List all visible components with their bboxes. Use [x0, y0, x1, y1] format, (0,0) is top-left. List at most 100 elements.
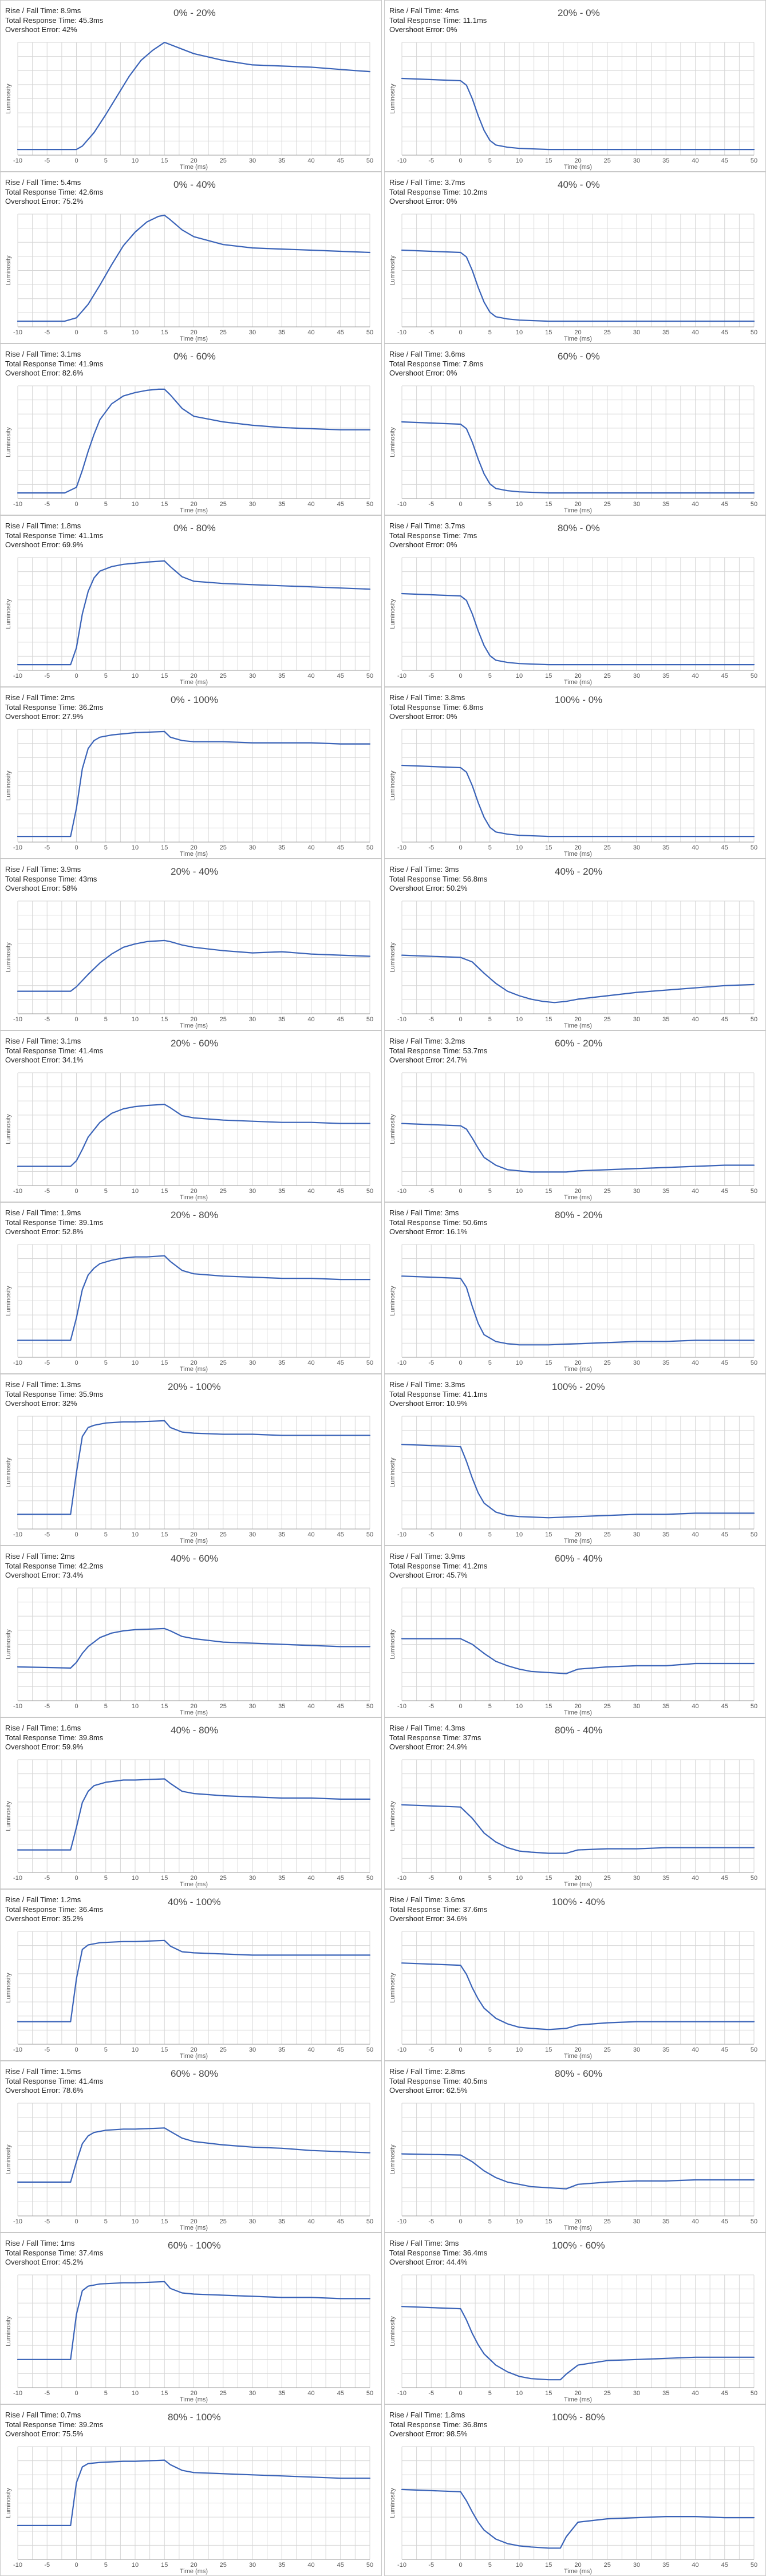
chart-stats: Rise / Fall Time: 1ms Total Response Time…	[5, 2239, 103, 2267]
x-tick-label: 10	[516, 1531, 523, 1538]
response-chart-panel: Rise / Fall Time: 3ms Total Response Time…	[384, 1202, 766, 1374]
x-tick-label: 30	[633, 1188, 640, 1195]
x-tick-label: 45	[337, 1703, 344, 1710]
rise-fall-time-value: 1.8ms	[60, 521, 81, 530]
rise-fall-time: Rise / Fall Time: 3.7ms	[389, 521, 477, 531]
response-chart-panel: Rise / Fall Time: 3.1ms Total Response Ti…	[0, 1030, 382, 1202]
total-response-time: Total Response Time: 35.9ms	[5, 1390, 103, 1400]
x-tick-label: 40	[307, 844, 314, 851]
total-response-time-value: 41.4ms	[78, 1046, 104, 1055]
x-tick-label: 25	[604, 2218, 611, 2225]
total-response-time-label: Total Response Time:	[389, 15, 461, 25]
x-tick-label: 0	[459, 1360, 462, 1366]
x-tick-label: 15	[161, 1360, 168, 1366]
luminosity-series-line	[17, 2127, 371, 2183]
chart-stats: Rise / Fall Time: 1.5ms Total Response Ti…	[5, 2067, 103, 2096]
response-chart-panel: Rise / Fall Time: 3.9ms Total Response Ti…	[384, 1546, 766, 1717]
luminosity-series-line	[401, 1275, 755, 1346]
overshoot-error: Overshoot Error: 59.9%	[5, 1743, 103, 1752]
total-response-time: Total Response Time: 39.1ms	[5, 1218, 103, 1228]
luminosity-series-line	[401, 77, 755, 151]
x-tick-label: -10	[13, 329, 22, 336]
x-tick-label: 45	[721, 1360, 728, 1366]
chart-stats: Rise / Fall Time: 4.3ms Total Response Ti…	[389, 1724, 481, 1752]
chart-stats: Rise / Fall Time: 3.3ms Total Response Ti…	[389, 1380, 487, 1409]
total-response-time-label: Total Response Time:	[5, 2248, 77, 2257]
x-tick-label: 40	[692, 2390, 698, 2397]
rise-fall-time-value: 4ms	[444, 6, 459, 15]
x-tick-label: 20	[190, 329, 197, 336]
x-tick-label: 30	[249, 2046, 256, 2053]
chart-plot: -10 -5 0 5 10 15 20 25 30 35 40 45 50 Time (ms) Lumino…	[5, 2446, 373, 2575]
rise-fall-time-value: 3.7ms	[444, 178, 465, 187]
x-tick-label: 25	[220, 2562, 227, 2569]
x-tick-label: 0	[459, 1531, 462, 1538]
total-response-time-label: Total Response Time:	[389, 2248, 461, 2257]
rise-fall-time: Rise / Fall Time: 1ms	[5, 2239, 103, 2249]
x-tick-label: 45	[721, 1188, 728, 1195]
response-chart-panel: Rise / Fall Time: 2ms Total Response Time…	[0, 687, 382, 859]
x-tick-label: 20	[574, 2562, 581, 2569]
chart-stats: Rise / Fall Time: 3ms Total Response Time…	[389, 1208, 487, 1237]
x-tick-label: -5	[44, 673, 50, 679]
x-tick-label: 35	[662, 501, 669, 508]
x-tick-label: 10	[516, 501, 523, 508]
total-response-time: Total Response Time: 37.6ms	[389, 1905, 487, 1915]
overshoot-error-value: 98.5%	[446, 2429, 468, 2438]
total-response-time-label: Total Response Time:	[5, 1733, 77, 1742]
response-chart-panel: Rise / Fall Time: 2.8ms Total Response Ti…	[384, 2061, 766, 2233]
luminosity-series-line	[17, 730, 371, 837]
overshoot-error: Overshoot Error: 52.8%	[5, 1227, 103, 1237]
x-tick-label: 45	[337, 157, 344, 164]
x-tick-label: 10	[516, 1016, 523, 1023]
luminosity-series-line	[17, 1778, 371, 1851]
x-tick-label: 50	[751, 157, 757, 164]
total-response-time-label: Total Response Time:	[5, 359, 77, 368]
overshoot-error-label: Overshoot Error:	[5, 884, 61, 892]
x-tick-label: 35	[278, 1531, 285, 1538]
chart-plot: -10 -5 0 5 10 15 20 25 30 35 40 45 50 Time (ms) Lumino…	[389, 385, 757, 514]
overshoot-error-value: 45.2%	[62, 2258, 84, 2266]
response-chart-panel: Rise / Fall Time: 2ms Total Response Time…	[0, 1546, 382, 1717]
x-tick-label: 5	[104, 329, 108, 336]
rise-fall-time-value: 8.9ms	[60, 6, 81, 15]
y-axis-label: Luminosity	[5, 2488, 12, 2518]
x-tick-label: -5	[428, 2390, 434, 2397]
overshoot-error-label: Overshoot Error:	[389, 1399, 445, 1408]
x-tick-label: 5	[104, 1360, 108, 1366]
chart-title: 0% - 60%	[173, 351, 216, 362]
x-tick-label: 50	[751, 1188, 757, 1195]
x-tick-label: 5	[488, 2218, 492, 2225]
x-tick-label: 40	[692, 329, 698, 336]
chart-title: 40% - 100%	[168, 1897, 221, 1907]
x-tick-label: 5	[104, 1703, 108, 1710]
total-response-time-value: 37ms	[463, 1733, 481, 1742]
x-tick-label: 45	[337, 1531, 344, 1538]
x-tick-label: 30	[633, 844, 640, 851]
overshoot-error-label: Overshoot Error:	[5, 197, 61, 206]
x-tick-label: -10	[13, 2218, 22, 2225]
x-tick-label: 50	[366, 1703, 373, 1710]
y-axis-label: Luminosity	[389, 2488, 396, 2518]
overshoot-error: Overshoot Error: 16.1%	[389, 1227, 487, 1237]
response-chart-panel: Rise / Fall Time: 1.5ms Total Response Ti…	[0, 2061, 382, 2233]
x-tick-label: 50	[366, 1360, 373, 1366]
x-tick-label: 10	[132, 673, 139, 679]
overshoot-error-value: 52.8%	[62, 1227, 84, 1236]
overshoot-error: Overshoot Error: 75.5%	[5, 2429, 103, 2439]
x-tick-label: 40	[307, 157, 314, 164]
x-tick-label: -10	[13, 844, 22, 851]
x-tick-label: 20	[190, 844, 197, 851]
x-axis-label: Time (ms)	[564, 2225, 592, 2231]
total-response-time-value: 36.4ms	[78, 1905, 104, 1914]
x-tick-label: -5	[44, 157, 50, 164]
x-tick-label: 0	[74, 1531, 78, 1538]
x-tick-label: 10	[516, 2218, 523, 2225]
overshoot-error-value: 16.1%	[446, 1227, 468, 1236]
overshoot-error: Overshoot Error: 44.4%	[389, 2258, 487, 2267]
overshoot-error: Overshoot Error: 35.2%	[5, 1914, 103, 1924]
x-tick-label: 5	[104, 673, 108, 679]
chart-title: 60% - 20%	[555, 1038, 603, 1049]
x-tick-label: -5	[44, 1531, 50, 1538]
chart-title: 60% - 100%	[168, 2240, 221, 2251]
